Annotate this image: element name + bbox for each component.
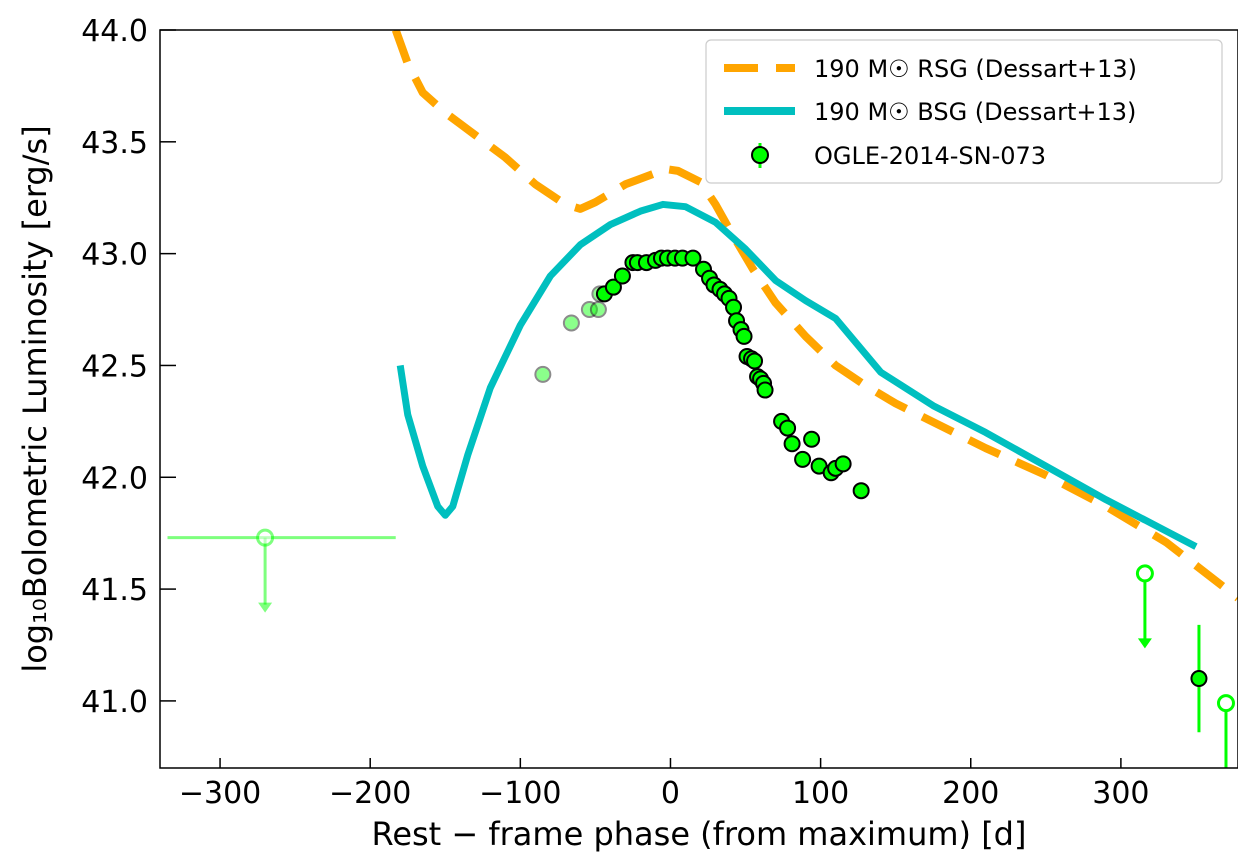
x-tick-label: −200 <box>329 776 411 811</box>
legend-box <box>705 39 1223 184</box>
legend-bsg-label: 190 M☉ BSG (Dessart+13) <box>814 98 1136 126</box>
plot-frame <box>159 29 1238 769</box>
x-tick-label: −300 <box>179 776 261 811</box>
axis-ticks: −300 −200 −100 0 100 200 300 41.0 41.5 42.0 42.5 43… <box>81 14 1149 811</box>
upper-limit-arrowhead <box>258 602 273 613</box>
data-point <box>794 450 812 468</box>
y-tick-label: 42.5 <box>81 349 148 384</box>
data-point <box>562 314 580 332</box>
data-point <box>834 455 852 473</box>
data-point <box>534 365 552 383</box>
data-point <box>746 352 764 370</box>
data-point <box>852 482 870 500</box>
y-tick-label: 41.0 <box>81 685 148 720</box>
data-point <box>735 327 753 345</box>
data-point <box>803 430 821 448</box>
y-tick-label: 41.5 <box>81 573 148 608</box>
x-axis-label: Rest − frame phase (from maximum) [d] <box>372 815 1027 853</box>
x-tick-label: −100 <box>479 776 561 811</box>
legend-data-label: OGLE-2014-SN-073 <box>814 142 1046 170</box>
upper-limit-arrowhead <box>1137 638 1152 649</box>
upper-limit-marker <box>1135 564 1154 583</box>
upper-limit-marker <box>256 528 275 547</box>
data-point <box>779 419 797 437</box>
data-point <box>756 381 774 399</box>
legend-data-marker <box>751 146 769 164</box>
y-tick-label: 43.0 <box>81 238 148 273</box>
y-tick-label: 43.5 <box>81 126 148 161</box>
y-tick-label: 44.0 <box>81 14 148 49</box>
data-point <box>604 278 622 296</box>
data-point <box>783 435 801 453</box>
legend-rsg-label: 190 M☉ RSG (Dessart+13) <box>814 55 1137 83</box>
upper-limit-arrowhead <box>1219 768 1233 778</box>
legend: 190 M☉ RSG (Dessart+13) 190 M☉ BSG (Dess… <box>705 39 1223 184</box>
data-point <box>613 267 631 285</box>
x-tick-label: 100 <box>792 776 849 811</box>
x-tick-label: 0 <box>661 776 680 811</box>
y-tick-label: 42.0 <box>81 461 148 496</box>
data-point <box>684 249 702 267</box>
data-point <box>580 301 598 319</box>
bsg-model-line <box>396 200 1198 550</box>
plot-data <box>167 30 1238 778</box>
x-tick-label: 200 <box>942 776 999 811</box>
x-tick-label: 300 <box>1092 776 1149 811</box>
late-data-point <box>1190 670 1208 688</box>
data-point <box>589 301 607 319</box>
upper-limit-marker <box>1216 694 1235 713</box>
y-axis-label: log₁₀Bolometric Luminosity [erg/s] <box>16 125 54 672</box>
rsg-model-line <box>391 30 1238 602</box>
